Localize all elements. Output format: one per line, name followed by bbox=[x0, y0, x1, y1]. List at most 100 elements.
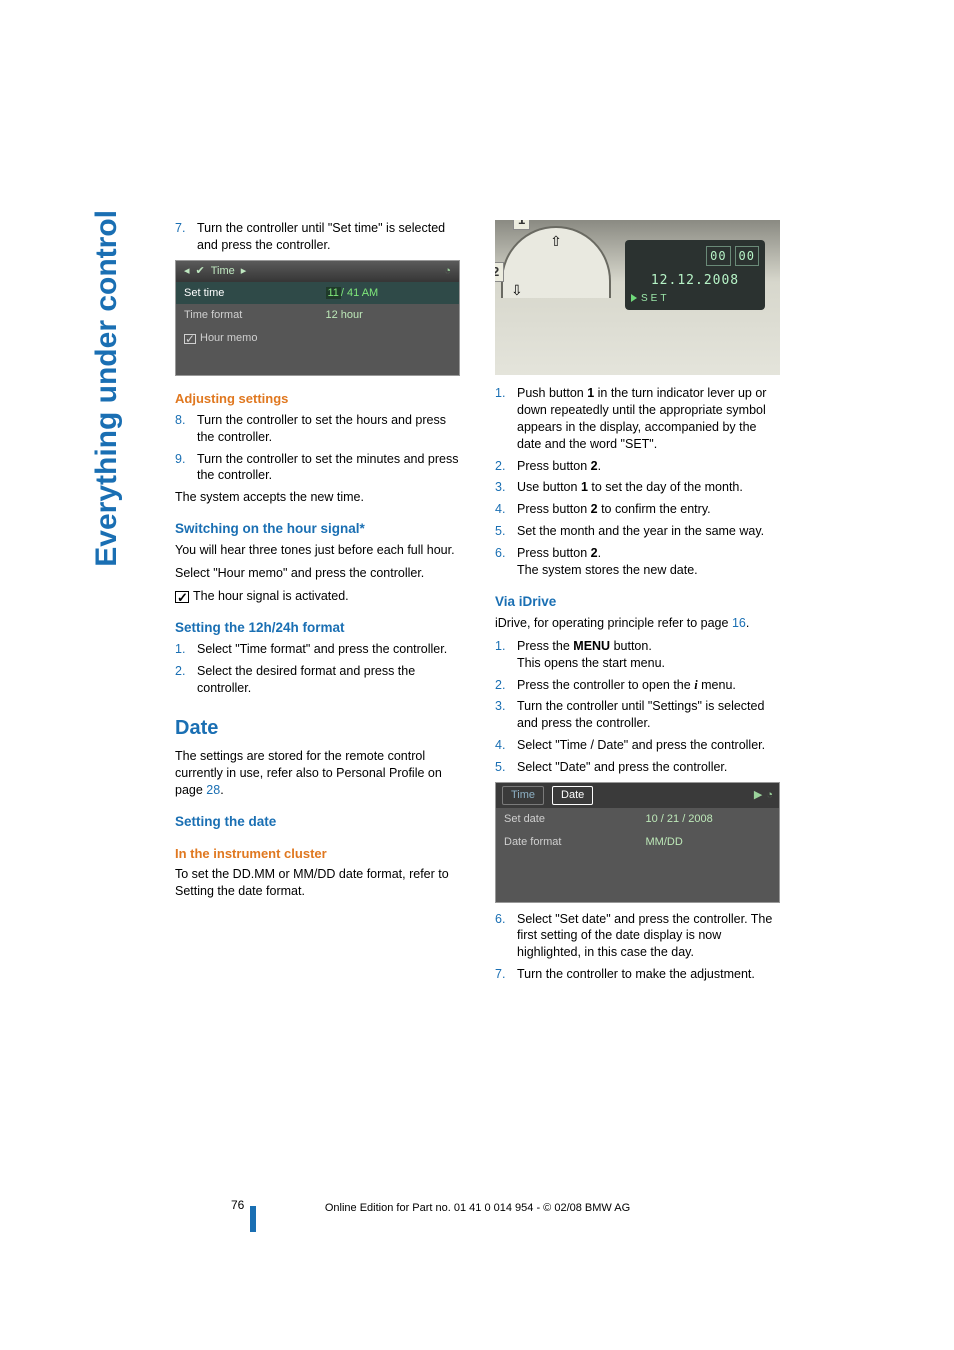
step-v2: 2.Press the controller to open the i men… bbox=[495, 677, 780, 694]
tab-date: Date bbox=[552, 786, 593, 805]
footer-text: Online Edition for Part no. 01 41 0 014 … bbox=[325, 1202, 630, 1214]
row-set-date: Set date 10 / 21 / 2008 bbox=[496, 808, 779, 831]
step-number: 2. bbox=[495, 458, 517, 475]
step-text: Select "Time format" and press the contr… bbox=[197, 641, 460, 658]
nav-right-icon: ▸ bbox=[241, 264, 247, 279]
arrow-down-icon: ⇩ bbox=[511, 281, 523, 300]
nav-left-icon: ◂ bbox=[184, 264, 190, 279]
checkbox-icon bbox=[184, 334, 196, 344]
step-list-adjust: 8.Turn the controller to set the hours a… bbox=[175, 412, 460, 485]
text-cluster: To set the DD.MM or MM/DD date format, r… bbox=[175, 866, 460, 900]
step-number: 2. bbox=[175, 663, 197, 697]
text-system-accepts: The system accepts the new time. bbox=[175, 489, 460, 506]
text-date-intro: The settings are stored for the remote c… bbox=[175, 748, 460, 799]
left-column: 7. Turn the controller until "Set time" … bbox=[175, 220, 460, 906]
row-label: Set time bbox=[176, 282, 318, 305]
step-9: 9.Turn the controller to set the minutes… bbox=[175, 451, 460, 485]
text-hour-signal-3: The hour signal is activated. bbox=[175, 588, 460, 605]
t: Press the controller to open the bbox=[517, 678, 694, 692]
step-text: Select "Set date" and press the controll… bbox=[517, 911, 780, 962]
menu-button-label: MENU bbox=[573, 639, 610, 653]
step-number: 7. bbox=[175, 220, 197, 254]
callout-1: 1 bbox=[513, 220, 530, 230]
step-r4: 4.Press button 2 to confirm the entry. bbox=[495, 501, 780, 518]
page: { "meta": { "section_side": "Everything … bbox=[0, 0, 954, 1350]
lcd-display: 00 00 12.12.2008 SET bbox=[625, 240, 765, 310]
step-7: 7. Turn the controller until "Set time" … bbox=[175, 220, 460, 254]
text-via-idrive: iDrive, for operating principle refer to… bbox=[495, 615, 780, 632]
step-list-cluster: 1.Push button 1 in the turn indicator le… bbox=[495, 385, 780, 579]
gauge: 1 2 ⇧ ⇩ bbox=[501, 226, 611, 298]
play-icon: ▶ bbox=[754, 788, 762, 803]
hour-value: 11 bbox=[326, 287, 341, 299]
page-number: 76 bbox=[231, 1198, 244, 1212]
heading-adjusting-settings: Adjusting settings bbox=[175, 390, 460, 408]
triangle-icon bbox=[631, 294, 637, 302]
heading-instrument-cluster: In the instrument cluster bbox=[175, 845, 460, 863]
step-r5: 5.Set the month and the year in the same… bbox=[495, 523, 780, 540]
minute-value: / 41 AM bbox=[341, 287, 378, 299]
step-text: Push button 1 in the turn indicator leve… bbox=[517, 385, 780, 453]
arrow-up-icon: ⇧ bbox=[550, 232, 562, 251]
lcd-date: 12.12.2008 bbox=[631, 272, 759, 290]
step-list-format: 1.Select "Time format" and press the con… bbox=[175, 641, 460, 697]
step-number: 4. bbox=[495, 737, 517, 754]
screenshot-tabs: Time Date ▶◔ bbox=[496, 783, 779, 808]
heading-12h-24h: Setting the 12h/24h format bbox=[175, 619, 460, 637]
t2: button. bbox=[610, 639, 652, 653]
step-number: 6. bbox=[495, 911, 517, 962]
step-text: Turn the controller to set the minutes a… bbox=[197, 451, 460, 485]
step-list-idrive: 1.Press the MENU button.This opens the s… bbox=[495, 638, 780, 776]
nav-icons: ▶◔ bbox=[754, 786, 773, 805]
checkbox-icon bbox=[175, 591, 189, 603]
digit-1: 00 bbox=[706, 246, 730, 266]
step-text: Turn the controller until "Set time" is … bbox=[197, 220, 460, 254]
step-text: Select "Date" and press the controller. bbox=[517, 759, 780, 776]
page-footer: 76 Online Edition for Part no. 01 41 0 0… bbox=[175, 1202, 780, 1214]
row-value: 12 hour bbox=[318, 304, 460, 327]
step-r3: 3.Use button 1 to set the day of the mon… bbox=[495, 479, 780, 496]
step-number: 1. bbox=[175, 641, 197, 658]
lcd-set-text: SET bbox=[641, 292, 669, 306]
row-label: Hour memo bbox=[200, 331, 257, 346]
text-hour-signal-2: Select "Hour memo" and press the control… bbox=[175, 565, 460, 582]
step-text: Press the MENU button.This opens the sta… bbox=[517, 638, 780, 672]
step-text: Turn the controller to make the adjustme… bbox=[517, 966, 780, 983]
heading-via-idrive: Via iDrive bbox=[495, 593, 780, 611]
check-icon bbox=[196, 264, 205, 279]
step-number: 5. bbox=[495, 523, 517, 540]
step-v5: 5.Select "Date" and press the controller… bbox=[495, 759, 780, 776]
step-number: 2. bbox=[495, 677, 517, 694]
step-text: Use button 1 to set the day of the month… bbox=[517, 479, 780, 496]
step-v6: 6.Select "Set date" and press the contro… bbox=[495, 911, 780, 962]
screenshot-date-menu: Time Date ▶◔ Set date 10 / 21 / 2008 Dat… bbox=[495, 782, 780, 903]
heading-setting-date: Setting the date bbox=[175, 813, 460, 831]
page-link-16[interactable]: 16 bbox=[732, 616, 746, 630]
step-v3: 3.Turn the controller until "Settings" i… bbox=[495, 698, 780, 732]
clock-icon: ◔ bbox=[444, 264, 451, 279]
step-text: Set the month and the year in the same w… bbox=[517, 523, 780, 540]
callout-2: 2 bbox=[495, 262, 504, 282]
step-number: 9. bbox=[175, 451, 197, 485]
step-r6b: The system stores the new date. bbox=[517, 563, 698, 577]
row-value: 11/ 41 AM bbox=[318, 282, 460, 305]
step-number: 5. bbox=[495, 759, 517, 776]
row-hour-memo-area: Hour memo bbox=[176, 327, 459, 375]
row-hour-memo: Hour memo bbox=[176, 327, 459, 350]
step-r2: 2.Press button 2. bbox=[495, 458, 780, 475]
step-text: Press button 2. bbox=[517, 458, 780, 475]
page-link-28[interactable]: 28 bbox=[206, 783, 220, 797]
tab-time: Time bbox=[502, 786, 544, 805]
period: . bbox=[220, 783, 223, 797]
row-label: Date format bbox=[496, 831, 638, 854]
period: . bbox=[746, 616, 749, 630]
step-v1: 1.Press the MENU button.This opens the s… bbox=[495, 638, 780, 672]
row-label: Time format bbox=[176, 304, 318, 327]
step-8: 8.Turn the controller to set the hours a… bbox=[175, 412, 460, 446]
step-number: 7. bbox=[495, 966, 517, 983]
step-r1: 1.Push button 1 in the turn indicator le… bbox=[495, 385, 780, 453]
step-text: Select "Time / Date" and press the contr… bbox=[517, 737, 780, 754]
t2: menu. bbox=[698, 678, 736, 692]
right-column: 1 2 ⇧ ⇩ 00 00 12.12.2008 SET 1.Push butt… bbox=[495, 220, 780, 988]
step-r6: 6.Press button 2.The system stores the n… bbox=[495, 545, 780, 579]
